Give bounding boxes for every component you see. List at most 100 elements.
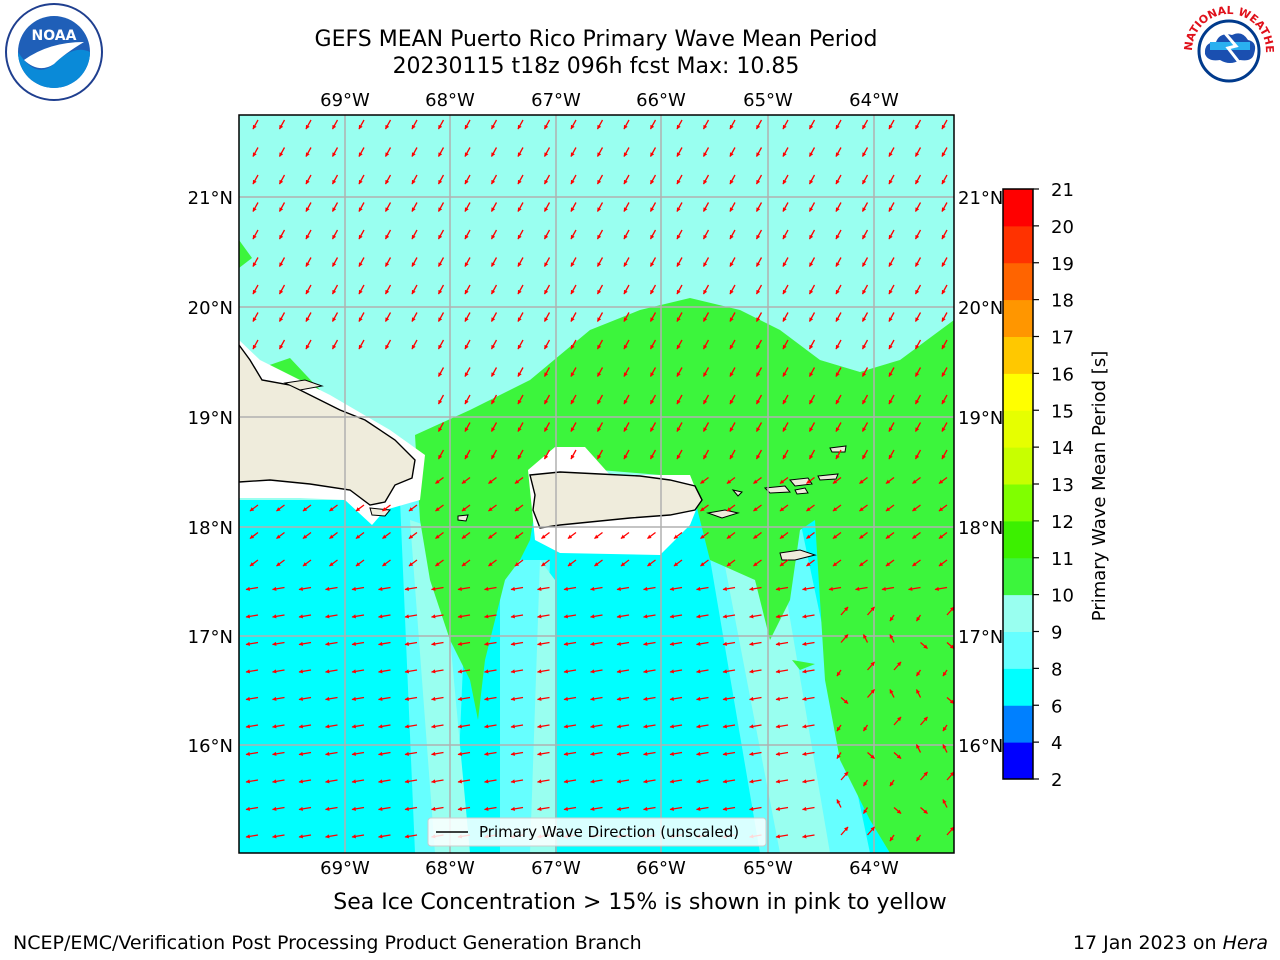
wave-arrow	[384, 229, 392, 240]
wave-arrow	[669, 779, 683, 784]
colorbar-swatch	[1003, 705, 1033, 743]
wave-arrow	[616, 669, 630, 674]
wave-arrow	[782, 229, 789, 240]
wave-arrow	[669, 751, 683, 756]
wave-arrow	[643, 779, 656, 784]
colorbar-swatch	[1003, 520, 1033, 559]
wave-arrow	[914, 284, 922, 295]
wave-arrow	[457, 806, 471, 811]
wave-arrow	[862, 634, 869, 643]
wave-arrow	[252, 119, 259, 130]
chart-title: GEFS MEAN Puerto Rico Primary Wave Mean …	[314, 27, 878, 52]
wave-arrow	[861, 257, 869, 267]
wave-arrow	[378, 669, 391, 674]
wave-arrow	[702, 367, 710, 377]
wave-arrow	[729, 147, 736, 157]
wave-arrow	[649, 284, 657, 295]
footer-credit: NCEP/EMC/Verification Post Processing Pr…	[13, 932, 642, 954]
map-gridlines	[239, 115, 954, 853]
wave-arrow	[484, 696, 497, 701]
wave-arrow	[775, 614, 789, 619]
wave-arrow	[298, 641, 312, 646]
wave-arrow	[867, 689, 875, 698]
wave-arrow	[457, 696, 471, 701]
wave-arrow	[278, 147, 286, 157]
wave-arrow	[623, 229, 630, 240]
wave-arrow	[590, 779, 603, 784]
wave-arrow	[325, 779, 338, 784]
wave-arrow	[590, 724, 603, 729]
wave-arrow	[329, 559, 338, 567]
lat-label-right: 17°N	[958, 627, 1003, 648]
wave-arrow	[726, 531, 736, 540]
wave-arrow	[649, 449, 657, 460]
wave-arrow	[329, 531, 338, 540]
wave-arrow	[298, 586, 312, 591]
wave-arrow	[649, 422, 657, 432]
wave-arrow	[649, 257, 657, 267]
wave-arrow	[563, 806, 577, 811]
wave-arrow	[358, 147, 365, 157]
wave-arrow	[570, 229, 577, 240]
wave-arrow	[941, 394, 948, 405]
wave-arrow	[543, 367, 551, 377]
lat-label-left: 16°N	[188, 736, 233, 757]
wave-arrow	[862, 807, 869, 814]
wave-arrow	[543, 449, 551, 460]
wave-arrow	[700, 504, 709, 512]
colorbar-tick-label: 12	[1051, 512, 1074, 533]
wave-arrow	[331, 147, 339, 157]
wave-arrow	[384, 119, 392, 130]
wave-arrow	[596, 394, 604, 405]
wave-arrow	[775, 834, 789, 839]
wave-arrow	[517, 422, 524, 432]
wave-arrow	[351, 586, 365, 591]
wave-arrow	[596, 312, 604, 322]
wave-arrow	[517, 449, 524, 460]
wave-arrow	[517, 394, 524, 405]
wave-arrow	[835, 339, 842, 350]
wave-arrow	[537, 641, 550, 646]
wave-arrow	[749, 614, 762, 619]
wave-arrow	[517, 147, 524, 157]
colorbar-tick-label: 19	[1051, 254, 1074, 275]
wave-arrow	[272, 751, 285, 756]
wave-arrow	[331, 119, 339, 130]
wave-arrow	[431, 751, 444, 756]
wave-arrow	[620, 531, 630, 540]
wave-arrow	[570, 339, 577, 350]
wave-arrow	[702, 312, 710, 322]
wave-arrow	[517, 284, 524, 295]
lat-label-left: 21°N	[188, 188, 233, 209]
wave-arrow	[729, 229, 736, 240]
colorbar-swatch	[1003, 225, 1033, 264]
lon-label-bottom: 68°W	[425, 858, 475, 879]
wave-arrow	[616, 586, 630, 591]
land-hispaniola	[239, 343, 416, 506]
wave-arrow	[378, 724, 391, 729]
wave-arrow	[808, 202, 816, 212]
wave-arrow	[484, 806, 497, 811]
wave-arrow	[596, 174, 604, 185]
colorbar: 2 4 6 8 9 10 11 12 13 14 15 16 17 18 19 20 21	[1002, 180, 1074, 791]
wave-arrow	[941, 174, 948, 185]
wave-arrow	[840, 634, 849, 643]
wave-arrow	[859, 531, 868, 540]
wave-arrow	[888, 229, 895, 240]
wave-arrow	[643, 696, 656, 701]
wave-arrow	[543, 147, 551, 157]
wave-arrow	[669, 696, 683, 701]
footer-host: Hera	[1222, 932, 1268, 954]
wave-arrow	[490, 312, 498, 322]
wave-arrow	[490, 394, 498, 405]
wave-arrow	[272, 614, 285, 619]
wave-arrow	[278, 312, 286, 322]
wave-arrow	[861, 147, 869, 157]
wave-arrow	[782, 202, 789, 212]
wave-arrow	[325, 806, 338, 811]
wave-arrow	[305, 147, 312, 157]
wave-arrow	[272, 696, 285, 701]
wave-arrow	[888, 367, 895, 377]
wave-arrow	[245, 696, 259, 701]
wave-arrow	[702, 284, 710, 295]
